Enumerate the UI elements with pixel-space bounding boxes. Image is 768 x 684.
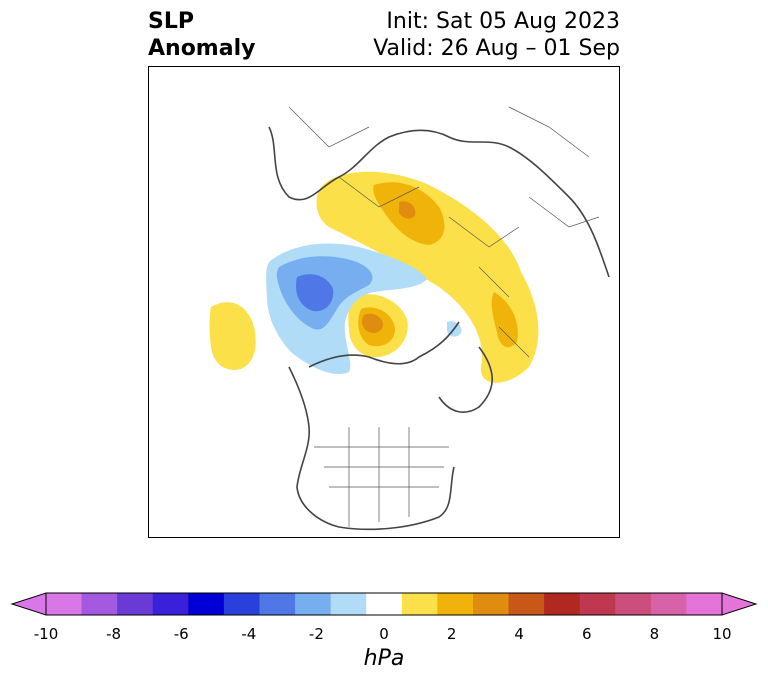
colorbar-units: hPa [363, 646, 405, 671]
colorbar-tick-label: -6 [173, 625, 189, 643]
colorbar-tick-label: -8 [106, 625, 122, 643]
colorbar-segment [46, 593, 83, 615]
colorbar-segment [330, 593, 367, 615]
coastlines [268, 126, 610, 531]
map-title: SLP Anomaly [148, 8, 255, 62]
title-line-2: Anomaly [148, 36, 256, 61]
colorbar-segment [81, 593, 118, 615]
colorbar-segment [366, 593, 403, 615]
colorbar-segment [223, 593, 260, 615]
colorbar-tick-label: 2 [446, 625, 457, 643]
colorbar-extend-left [10, 592, 47, 616]
colorbar-tick-label: 0 [379, 625, 389, 643]
colorbar-tick-label: 10 [712, 625, 732, 643]
colorbar-segment [615, 593, 652, 615]
colorbar-segment [686, 593, 723, 615]
colorbar-segment [437, 593, 474, 615]
colorbar-tick-label: 6 [582, 625, 592, 643]
colorbar-tick-label: 8 [649, 625, 660, 643]
colorbar-tick-label: -4 [241, 625, 257, 643]
colorbar-tick-label: -2 [308, 625, 324, 643]
colorbar-segments [46, 593, 723, 615]
political-borders [288, 106, 600, 527]
colorbar [10, 592, 758, 616]
colorbar-segment [401, 593, 438, 615]
colorbar-segment [295, 593, 332, 615]
title-line-1: SLP [148, 9, 194, 34]
valid-range: Valid: 26 Aug – 01 Sep [373, 36, 620, 61]
positive-anomaly-regions [209, 171, 539, 383]
colorbar-segment [152, 593, 189, 615]
colorbar-segment [544, 593, 581, 615]
colorbar-segment [508, 593, 545, 615]
colorbar-segment [472, 593, 510, 615]
colorbar-segment [188, 593, 225, 615]
colorbar-tick-label: 4 [514, 625, 524, 643]
colorbar-tick-label: -10 [33, 625, 59, 643]
date-info: Init: Sat 05 Aug 2023 Valid: 26 Aug – 01… [373, 8, 620, 62]
init-date: Init: Sat 05 Aug 2023 [386, 9, 620, 34]
colorbar-segment [259, 593, 296, 615]
colorbar-segment [650, 593, 687, 615]
anomaly-map [209, 106, 610, 531]
colorbar-extend-right [721, 592, 758, 616]
map-panel [148, 66, 620, 538]
colorbar-segment [117, 593, 154, 615]
colorbar-segment [579, 593, 616, 615]
colorbar-outline [45, 592, 723, 616]
